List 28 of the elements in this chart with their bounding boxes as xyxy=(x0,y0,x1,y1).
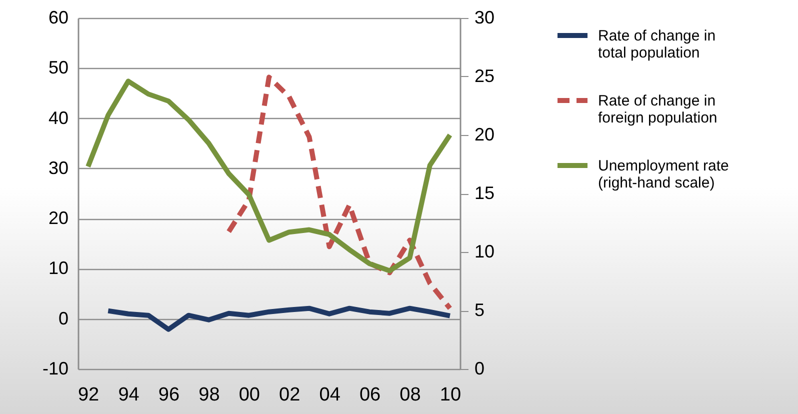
x-tick-label: 10 xyxy=(440,384,462,406)
x-tick-label: 96 xyxy=(158,384,180,406)
legend-label: Unemployment rate (right-hand scale) xyxy=(598,158,729,192)
x-tick-label: 98 xyxy=(198,384,220,406)
y2-tick-label: 15 xyxy=(474,183,495,203)
y2-tick-label: 30 xyxy=(474,8,495,28)
y-tick-label: 30 xyxy=(48,158,68,178)
legend-label: Rate of change in total population xyxy=(598,28,716,62)
y-tick-label: 20 xyxy=(48,208,68,228)
x-tick-label: 08 xyxy=(400,384,421,406)
y2-tick-label: 20 xyxy=(474,124,495,144)
y2-tick-label: 0 xyxy=(474,358,485,378)
y-tick-label: 40 xyxy=(48,108,68,128)
y2-tick-label: 10 xyxy=(474,242,495,262)
y-tick-label: 60 xyxy=(48,8,68,28)
x-tick-label: 06 xyxy=(359,384,381,406)
y-tick-label: -10 xyxy=(42,358,68,378)
legend-label: Rate of change in foreign population xyxy=(598,92,718,126)
x-tick-label: 04 xyxy=(319,384,341,406)
y-tick-label: 50 xyxy=(48,58,68,78)
x-tick-label: 92 xyxy=(78,384,100,406)
x-tick-label: 94 xyxy=(118,384,140,406)
y-tick-label: 10 xyxy=(48,258,68,278)
y2-tick-label: 5 xyxy=(474,300,485,320)
y2-tick-label: 25 xyxy=(474,66,495,86)
x-tick-label: 00 xyxy=(238,384,260,406)
x-tick-label: 02 xyxy=(279,384,300,406)
y-tick-label: 0 xyxy=(58,308,68,328)
